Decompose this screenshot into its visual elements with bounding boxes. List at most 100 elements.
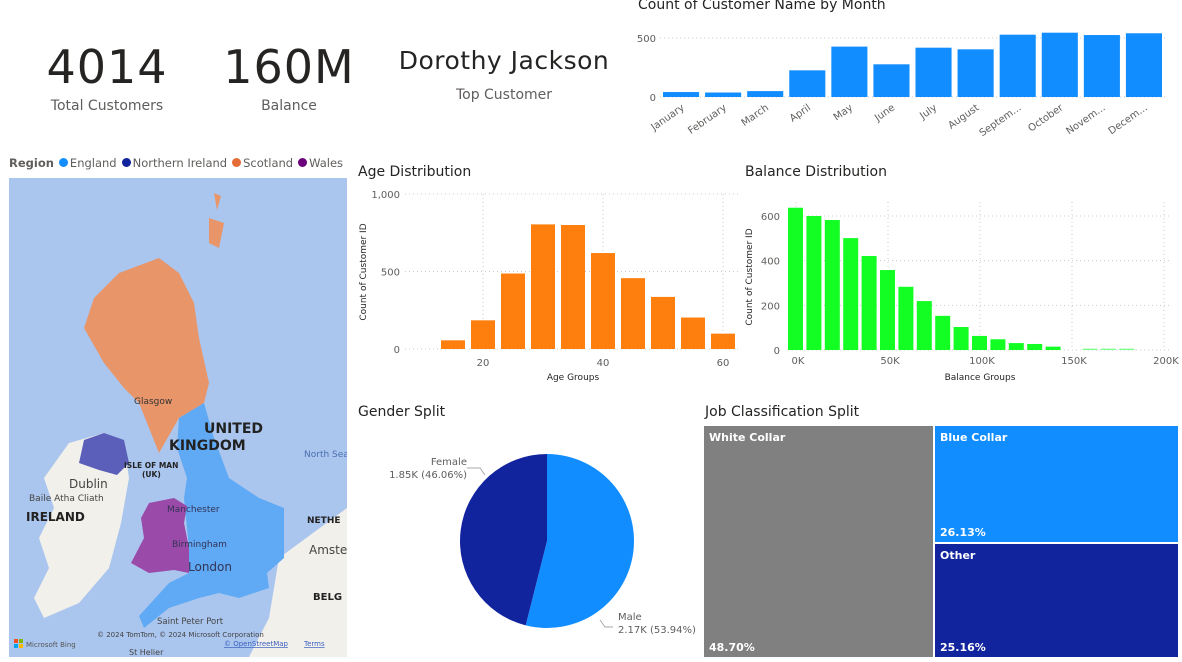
balance-chart: 0 200 400 600 0K 50K 100K 150K 200K Balance Group… [745, 202, 1179, 383]
pie-slice-male[interactable] [525, 454, 634, 628]
y-tick-label: 500 [381, 268, 400, 279]
x-tick-label: 100K [969, 356, 995, 367]
ireland-land [34, 433, 129, 618]
bar[interactable] [916, 301, 932, 350]
female-label: Female [431, 457, 467, 468]
map-legend: Region England Northern Ireland Scotland… [9, 156, 343, 170]
map-label: (UK) [142, 470, 161, 479]
bar[interactable] [561, 225, 585, 349]
treemap-blue-collar[interactable]: Blue Collar 26.13% [935, 426, 1178, 542]
bar[interactable] [711, 333, 735, 349]
bar[interactable] [651, 296, 675, 349]
bar[interactable] [1041, 32, 1078, 97]
bar[interactable] [471, 320, 495, 349]
legend-scotland[interactable]: Scotland [232, 156, 293, 170]
gender-chart-title: Gender Split [358, 404, 446, 420]
bing-logo: Microsoft Bing [14, 639, 76, 649]
region-northern-ireland[interactable] [79, 433, 129, 475]
legend-wales[interactable]: Wales [298, 156, 343, 170]
map-label: London [188, 560, 232, 574]
treemap-pct: 48.70% [709, 641, 755, 654]
bar[interactable] [990, 339, 1006, 350]
bar[interactable] [705, 92, 742, 97]
bar[interactable] [681, 317, 705, 349]
bar[interactable] [1008, 343, 1024, 350]
male-leader-line [599, 619, 613, 628]
wales-dot-icon [298, 158, 308, 167]
x-tick-label: 50K [880, 356, 900, 367]
region-wales[interactable] [131, 498, 189, 573]
treemap-white-collar[interactable]: White Collar 48.70% [704, 426, 933, 657]
y-tick-label: 400 [761, 257, 780, 268]
map-label: North Sea [304, 450, 347, 460]
x-tick-label: 0K [792, 356, 805, 367]
bar[interactable] [915, 47, 952, 97]
region-map[interactable]: UNITED KINGDOM Glasgow ISLE OF MAN (UK) … [9, 178, 347, 657]
svg-text:Microsoft Bing: Microsoft Bing [26, 641, 76, 649]
bar[interactable] [789, 70, 826, 97]
legend-title: Region [9, 156, 54, 170]
y-tick-label: 0 [650, 93, 656, 104]
region-scotland-islands[interactable] [209, 193, 224, 248]
bar[interactable] [501, 273, 525, 349]
treemap-other[interactable]: Other 25.16% [935, 544, 1178, 657]
map-label: Baile Atha Cliath [29, 494, 104, 504]
x-tick-label: March [740, 102, 771, 128]
bar[interactable] [788, 207, 803, 350]
bar[interactable] [880, 270, 895, 350]
kpi-balance-value: 160M [223, 40, 355, 94]
bar[interactable] [591, 253, 615, 349]
x-tick-label: 20 [477, 358, 490, 369]
pie-slice-female[interactable] [460, 454, 547, 626]
map-label: Glasgow [134, 397, 172, 407]
age-chart: 0 500 1,000 20 40 60 Age Groups Count of Custom… [359, 190, 740, 383]
bar[interactable] [873, 64, 910, 97]
bar[interactable] [1083, 35, 1120, 97]
terms-link[interactable]: Terms [303, 640, 325, 648]
bar[interactable] [898, 286, 914, 350]
y-axis-label: Count of Customer ID [745, 228, 755, 325]
y-axis-label: Count of Customer ID [359, 223, 369, 320]
y-tick-label: 0 [774, 346, 780, 357]
bar[interactable] [861, 255, 877, 350]
bar[interactable] [953, 326, 969, 350]
bar[interactable] [621, 278, 645, 349]
bar[interactable] [831, 46, 868, 97]
female-leader-line [467, 467, 486, 476]
bar[interactable] [441, 340, 465, 349]
map-label: NETHE [307, 516, 341, 526]
bar[interactable] [843, 238, 859, 350]
age-chart-title: Age Distribution [358, 164, 472, 180]
x-tick-label: October [1026, 102, 1066, 134]
y-tick-label: 0 [394, 345, 400, 356]
bar[interactable] [999, 34, 1036, 97]
legend-england[interactable]: England [58, 156, 117, 170]
england-dot-icon [58, 158, 68, 167]
bar[interactable] [1125, 33, 1162, 97]
region-england[interactable] [139, 403, 284, 628]
x-tick-label: August [946, 102, 981, 131]
bar[interactable] [824, 220, 840, 350]
bar[interactable] [531, 224, 555, 349]
x-axis-label: Age Groups [547, 373, 600, 383]
bar[interactable] [1045, 346, 1061, 350]
bar[interactable] [957, 49, 994, 97]
bar[interactable] [663, 92, 700, 97]
bar[interactable] [935, 315, 951, 350]
bar[interactable] [747, 91, 784, 97]
region-scotland[interactable] [84, 258, 209, 453]
bar[interactable] [806, 216, 822, 350]
map-label: Saint Peter Port [157, 617, 224, 627]
scotland-dot-icon [232, 158, 242, 167]
map-label: IRELAND [26, 510, 85, 524]
bar[interactable] [1119, 348, 1135, 350]
bar[interactable] [1027, 343, 1043, 350]
northern-ireland-dot-icon [121, 158, 131, 167]
bar[interactable] [972, 335, 987, 350]
bar[interactable] [1100, 348, 1116, 350]
male-value: 2.17K (53.94%) [618, 625, 696, 636]
osm-link[interactable]: © OpenStreetMap [224, 640, 289, 648]
legend-northern-ireland[interactable]: Northern Ireland [121, 156, 227, 170]
y-tick-label: 200 [761, 301, 780, 312]
bar[interactable] [1082, 348, 1098, 350]
